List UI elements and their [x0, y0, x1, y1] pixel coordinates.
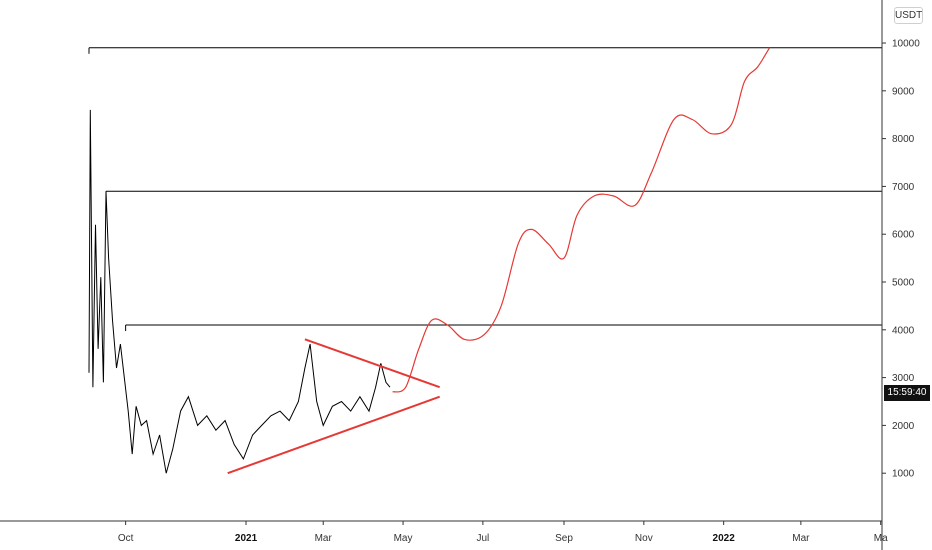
y-tick-label: 10000: [892, 39, 920, 50]
y-tick-label: 2000: [892, 421, 915, 432]
y-tick-label: 9000: [892, 86, 915, 97]
y-tick-label: 6000: [892, 230, 915, 241]
y-tick-label: 4000: [892, 325, 915, 336]
x-tick-label: May: [394, 533, 413, 544]
x-tick-label: 2022: [713, 533, 736, 544]
projection-series: [392, 47, 771, 393]
triangle-lower-line: [227, 395, 441, 475]
y-tick-label: 1000: [892, 469, 915, 480]
y-tick-label: 8000: [892, 134, 915, 145]
x-tick-label: Mar: [792, 533, 810, 544]
currency-badge[interactable]: USDT: [894, 7, 923, 24]
x-tick-label: 2021: [235, 533, 258, 544]
triangle-pattern: [227, 338, 441, 475]
projection-line: [392, 47, 771, 393]
y-tick-label: 3000: [892, 373, 915, 384]
x-tick-label: Jul: [476, 533, 489, 544]
last-price-label: 15:59:40: [884, 385, 930, 401]
horizontal-levels: [88, 47, 882, 332]
y-tick-label: 5000: [892, 278, 915, 289]
price-series: [88, 109, 391, 474]
price-line: [88, 109, 391, 474]
triangle-upper-line: [304, 338, 441, 389]
y-tick-label: 7000: [892, 182, 915, 193]
x-tick-label: Oct: [118, 533, 134, 544]
x-tick-label: Ma: [874, 533, 888, 544]
x-tick-label: Nov: [635, 533, 653, 544]
x-tick-label: Mar: [315, 533, 333, 544]
x-tick-label: Sep: [555, 533, 573, 544]
